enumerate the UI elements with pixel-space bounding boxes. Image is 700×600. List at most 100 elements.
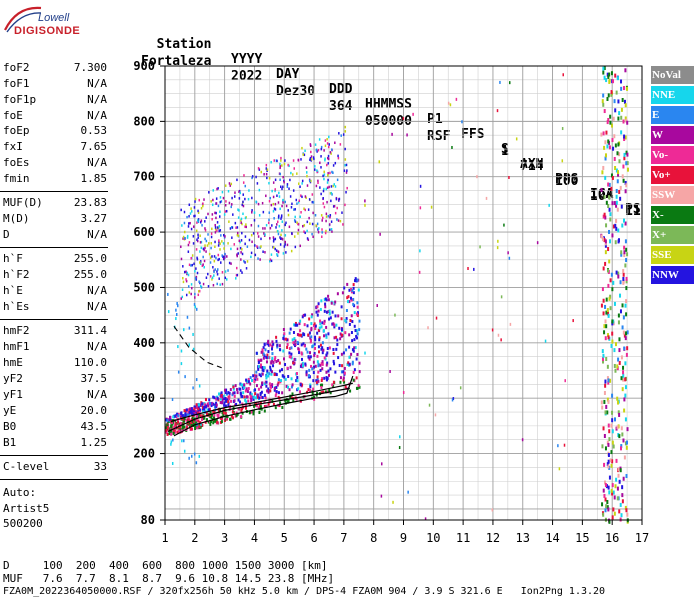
x-tick-label: 5 <box>281 531 288 545</box>
echo-mark <box>274 188 276 191</box>
echo-mark <box>324 231 327 235</box>
echo-mark <box>618 159 621 164</box>
echo-mark <box>274 237 277 241</box>
echo-mark <box>184 236 186 240</box>
echo-mark <box>334 314 337 318</box>
echo-mark <box>285 204 288 208</box>
param-h-e: h`E N/A <box>3 284 107 300</box>
echo-mark <box>269 389 272 393</box>
x-tick-label: 4 <box>251 531 258 545</box>
echo-mark <box>186 413 189 417</box>
echo-mark <box>257 361 260 365</box>
echo-mark <box>622 119 625 124</box>
echo-mark <box>316 354 319 358</box>
echo-mark <box>241 222 243 226</box>
echo-mark <box>608 437 611 442</box>
echo-mark <box>241 407 244 411</box>
echo-mark <box>301 383 304 387</box>
echo-mark <box>316 169 318 172</box>
echo-mark <box>275 226 277 229</box>
echo-mark <box>263 404 266 408</box>
echo-mark <box>269 343 272 347</box>
echo-mark <box>193 407 196 411</box>
echo-mark <box>242 181 245 184</box>
echo-mark <box>286 243 289 247</box>
echo-mark <box>602 298 605 303</box>
echo-mark <box>271 340 274 344</box>
echo-mark <box>200 240 203 244</box>
echo-mark <box>316 150 318 153</box>
echo-mark <box>618 189 621 194</box>
echo-mark <box>351 362 354 366</box>
echo-mark <box>608 239 611 244</box>
echo-mark <box>626 86 629 91</box>
echo-mark <box>625 258 628 263</box>
echo-mark <box>299 383 302 387</box>
echo-mark <box>302 342 305 346</box>
echo-mark <box>602 93 605 98</box>
echo-mark <box>281 229 283 232</box>
echo-mark <box>351 360 354 364</box>
echo-mark <box>177 414 180 418</box>
echo-mark <box>273 386 276 390</box>
echo-mark <box>305 166 308 169</box>
echo-mark <box>293 337 296 341</box>
echo-mark <box>312 371 315 375</box>
echo-mark <box>230 414 233 418</box>
y-tick-label: 80 <box>141 513 155 527</box>
echo-mark <box>356 352 359 356</box>
echo-mark <box>340 370 343 374</box>
echo-mark <box>255 175 257 179</box>
param-name: B1 <box>3 436 17 449</box>
echo-mark <box>230 262 232 265</box>
echo-mark <box>253 211 256 214</box>
echo-mark <box>215 202 218 205</box>
echo-mark <box>329 316 332 320</box>
hdr-day-value: Dez30 <box>276 84 316 99</box>
echo-mark <box>320 145 323 149</box>
echo-mark <box>342 376 345 380</box>
echo-mark <box>380 494 383 498</box>
param-name: M(D) <box>3 212 30 225</box>
echo-mark <box>610 90 613 95</box>
echo-mark <box>274 394 277 398</box>
echo-mark <box>218 224 221 228</box>
echo-mark <box>273 217 275 220</box>
echo-mark <box>204 246 206 250</box>
echo-mark <box>324 305 327 309</box>
echo-mark <box>614 417 617 422</box>
echo-mark <box>260 358 263 362</box>
echo-mark <box>326 181 329 184</box>
echo-mark <box>202 202 204 205</box>
echo-mark <box>214 268 217 271</box>
echo-mark <box>430 205 433 209</box>
echo-mark <box>356 301 359 305</box>
echo-mark <box>616 396 619 401</box>
echo-mark <box>265 163 268 167</box>
y-tick-label: 700 <box>133 170 155 184</box>
echo-mark <box>255 370 258 374</box>
echo-mark <box>179 421 182 425</box>
echo-mark <box>185 426 188 430</box>
echo-mark <box>322 197 324 200</box>
echo-mark <box>239 191 241 195</box>
echo-mark <box>271 224 273 227</box>
echo-mark <box>276 220 279 224</box>
echo-mark <box>309 351 312 355</box>
echo-mark <box>180 297 182 300</box>
echo-mark <box>242 212 244 216</box>
echo-mark <box>284 223 286 227</box>
echo-mark <box>612 79 615 84</box>
echo-mark <box>320 391 323 395</box>
echo-mark <box>605 404 608 409</box>
echo-mark <box>611 418 614 423</box>
echo-mark <box>604 483 607 488</box>
echo-mark <box>215 419 218 423</box>
echo-mark <box>257 367 260 371</box>
echo-mark <box>213 274 215 277</box>
echo-mark <box>515 137 518 141</box>
echo-mark <box>228 391 231 395</box>
echo-mark <box>275 339 278 343</box>
echo-mark <box>327 172 329 175</box>
echo-mark <box>601 237 604 242</box>
